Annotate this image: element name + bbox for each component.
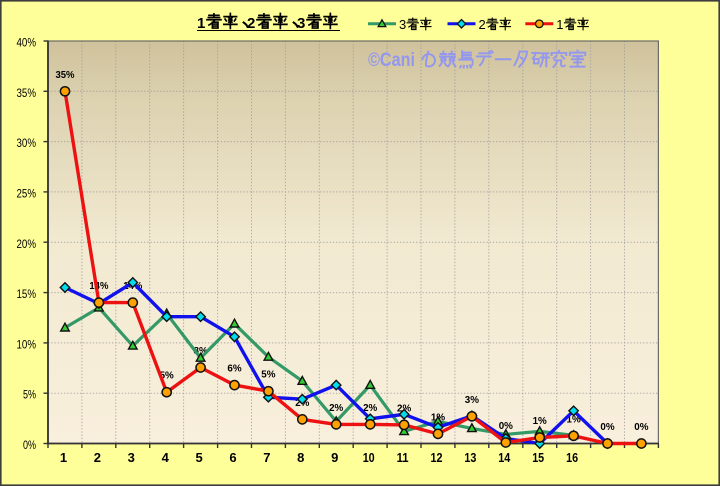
svg-text:0%: 0% (634, 421, 649, 433)
svg-text:15: 15 (532, 450, 544, 465)
svg-text:0%: 0% (499, 420, 514, 432)
svg-text:2: 2 (247, 15, 255, 32)
svg-text:35%: 35% (56, 69, 76, 81)
svg-text:11: 11 (397, 450, 409, 465)
svg-text:1%: 1% (533, 415, 548, 427)
svg-text:1: 1 (60, 450, 67, 465)
svg-text:2%: 2% (363, 402, 378, 414)
svg-text:2%: 2% (397, 402, 412, 414)
svg-text:5: 5 (195, 450, 202, 465)
svg-text:16: 16 (566, 450, 578, 465)
svg-text:14: 14 (498, 450, 511, 465)
svg-text:4: 4 (162, 450, 170, 465)
svg-text:15%: 15% (17, 289, 37, 301)
svg-text:6: 6 (229, 450, 236, 465)
svg-text:0%: 0% (600, 421, 615, 433)
svg-text:2%: 2% (329, 402, 344, 414)
svg-text:2: 2 (479, 17, 486, 32)
svg-text:8: 8 (297, 450, 304, 465)
svg-text:2: 2 (94, 450, 101, 465)
svg-text:7: 7 (263, 450, 270, 465)
svg-text:25%: 25% (17, 188, 37, 200)
svg-text:13: 13 (464, 450, 476, 465)
svg-text:40%: 40% (17, 38, 37, 50)
svg-text:20%: 20% (17, 239, 37, 251)
svg-text:1: 1 (197, 15, 205, 32)
svg-text:35%: 35% (17, 88, 37, 100)
svg-text:9: 9 (331, 450, 338, 465)
svg-text:3: 3 (297, 15, 305, 32)
svg-text:30%: 30% (17, 138, 37, 150)
svg-text:1: 1 (556, 17, 563, 32)
svg-text:3: 3 (399, 17, 406, 32)
svg-text:5%: 5% (23, 390, 36, 402)
svg-text:14%: 14% (89, 280, 109, 292)
svg-text:10%: 10% (17, 339, 37, 351)
svg-text:5%: 5% (261, 369, 276, 381)
svg-text:10: 10 (363, 450, 375, 465)
svg-text:6%: 6% (227, 363, 242, 375)
svg-text:3%: 3% (465, 394, 480, 406)
svg-text:3: 3 (128, 450, 135, 465)
svg-text:©Cani: ©Cani (368, 50, 415, 71)
svg-text:0%: 0% (23, 440, 36, 452)
svg-text:12: 12 (431, 450, 443, 465)
